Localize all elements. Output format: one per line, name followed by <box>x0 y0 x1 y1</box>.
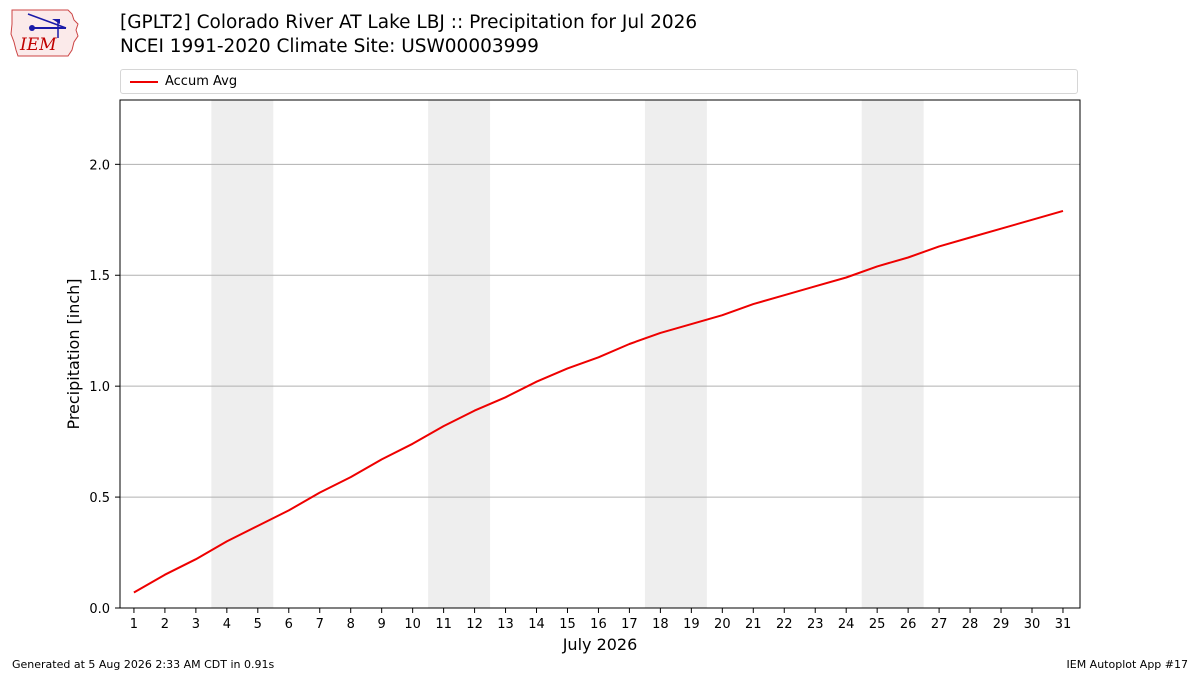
data-point <box>412 443 414 445</box>
x-tick-label: 11 <box>435 617 452 632</box>
logo-text: IEM <box>19 35 57 55</box>
data-point <box>505 396 507 398</box>
chart-subtitle: NCEI 1991-2020 Climate Site: USW00003999 <box>120 36 539 57</box>
data-point <box>845 276 847 278</box>
data-point <box>257 525 259 527</box>
data-point <box>938 245 940 247</box>
x-tick-label: 21 <box>745 617 762 632</box>
x-tick-label: 26 <box>900 617 917 632</box>
generated-timestamp: Generated at 5 Aug 2026 2:33 AM CDT in 0… <box>12 658 275 671</box>
data-point <box>597 356 599 358</box>
autoplot-app-label: IEM Autoplot App #17 <box>1066 658 1189 671</box>
data-point <box>783 294 785 296</box>
weekend-band <box>644 100 707 608</box>
data-point <box>164 574 166 576</box>
iem-logo: IEM <box>10 9 79 57</box>
x-tick-label: 19 <box>683 617 700 632</box>
data-point <box>195 558 197 560</box>
weekend-band <box>428 100 491 608</box>
x-tick-label: 27 <box>931 617 948 632</box>
weekend-band <box>861 100 924 608</box>
data-point <box>350 476 352 478</box>
series-line-accum-avg <box>133 209 1064 594</box>
x-tick-label: 29 <box>993 617 1010 632</box>
x-tick-label: 30 <box>1024 617 1041 632</box>
x-tick-label: 16 <box>590 617 607 632</box>
legend: Accum Avg <box>120 69 1078 94</box>
data-point <box>907 257 909 259</box>
data-point <box>690 323 692 325</box>
data-point <box>628 343 630 345</box>
x-tick-label: 17 <box>621 617 638 632</box>
x-tick-label: 28 <box>962 617 979 632</box>
data-point <box>876 265 878 267</box>
data-point <box>969 237 971 239</box>
data-point <box>474 410 476 412</box>
x-tick-label: 6 <box>285 617 293 632</box>
x-tick-label: 31 <box>1055 617 1072 632</box>
data-point <box>133 591 135 593</box>
chart-title: [GPLT2] Colorado River AT Lake LBJ :: Pr… <box>120 12 698 33</box>
x-tick-label: 18 <box>652 617 669 632</box>
y-tick-label: 1.0 <box>89 380 110 395</box>
x-tick-label: 22 <box>776 617 793 632</box>
data-point <box>814 285 816 287</box>
data-point <box>536 381 538 383</box>
x-tick-label: 20 <box>714 617 731 632</box>
x-tick-label: 13 <box>497 617 514 632</box>
y-tick-label: 2.0 <box>89 158 110 173</box>
x-tick-label: 25 <box>869 617 886 632</box>
data-point <box>1031 219 1033 221</box>
x-tick-label: 2 <box>161 617 169 632</box>
data-point <box>288 509 290 511</box>
data-point <box>1000 228 1002 230</box>
x-tick-label: 5 <box>254 617 262 632</box>
x-tick-label: 3 <box>192 617 200 632</box>
x-tick-label: 10 <box>404 617 421 632</box>
x-axis-label: July 2026 <box>562 635 638 654</box>
x-tick-label: 1 <box>130 617 138 632</box>
x-tick-label: 24 <box>838 617 855 632</box>
x-tick-label: 8 <box>347 617 355 632</box>
x-tick-label: 4 <box>223 617 231 632</box>
x-tick-label: 15 <box>559 617 576 632</box>
x-tick-label: 14 <box>528 617 545 632</box>
x-tick-label: 9 <box>378 617 386 632</box>
data-point <box>659 332 661 334</box>
legend-swatch <box>130 81 158 83</box>
weather-station-icon <box>27 13 67 29</box>
y-tick-label: 0.5 <box>89 491 110 506</box>
y-tick-label: 0.0 <box>89 602 110 617</box>
plot-frame <box>119 99 1081 609</box>
x-tick-label: 7 <box>316 617 324 632</box>
data-point <box>443 425 445 427</box>
data-point <box>752 303 754 305</box>
data-point <box>226 540 228 542</box>
data-point <box>566 367 568 369</box>
x-tick-label: 23 <box>807 617 824 632</box>
iowa-state-outline <box>10 9 79 57</box>
data-point <box>319 492 321 494</box>
data-point <box>721 314 723 316</box>
x-tick-label: 12 <box>466 617 483 632</box>
weekend-band <box>211 100 274 608</box>
data-point <box>381 458 383 460</box>
data-point <box>1062 210 1064 212</box>
y-tick-label: 1.5 <box>89 269 110 284</box>
y-axis-label: Precipitation [inch] <box>64 278 83 429</box>
legend-label: Accum Avg <box>165 74 238 89</box>
